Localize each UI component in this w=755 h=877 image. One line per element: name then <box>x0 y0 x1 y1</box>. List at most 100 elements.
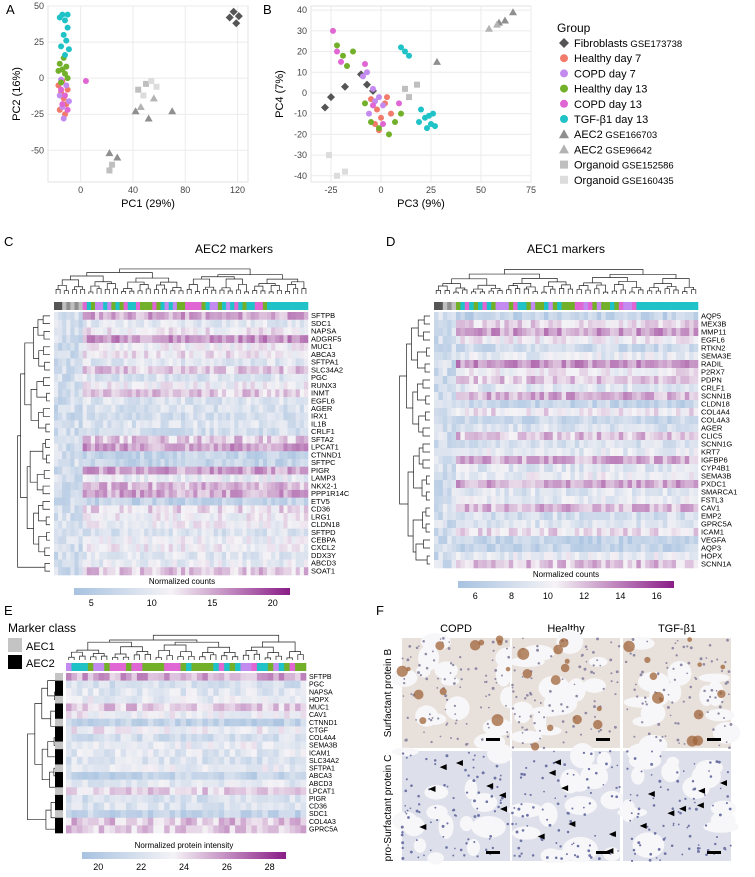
dendrogram-branch <box>194 291 200 294</box>
dendrogram-branch <box>129 290 135 294</box>
heatmap-cell <box>544 432 549 441</box>
heatmap-cell <box>566 472 571 481</box>
heatmap-cell <box>70 381 75 390</box>
heatmap-cell <box>654 336 659 345</box>
heatmap-cell <box>103 358 108 367</box>
heatmap-cell <box>649 520 655 529</box>
heatmap-cell <box>535 392 540 401</box>
heatmap-cell <box>152 327 157 336</box>
heatmap-cell <box>473 552 479 561</box>
heatmap-cell <box>115 505 120 514</box>
heatmap-cell <box>618 320 624 329</box>
dendrogram-branch <box>422 443 430 453</box>
heatmap-cell <box>115 513 120 522</box>
heatmap-cell <box>482 552 488 561</box>
heatmap-cell <box>662 536 668 545</box>
heatmap-cell <box>456 416 461 425</box>
column-annotation <box>111 302 116 310</box>
heatmap-cell <box>78 312 83 321</box>
data-point <box>368 118 374 125</box>
heatmap-cell <box>684 352 690 361</box>
heatmap-cell <box>66 673 72 681</box>
heatmap-cell <box>107 443 112 452</box>
heatmap-cell <box>94 358 100 367</box>
heatmap-cell <box>98 688 105 697</box>
column-annotation <box>217 302 223 310</box>
heatmap-cell <box>482 432 488 441</box>
heatmap-cell <box>58 443 63 452</box>
heatmap-cell <box>684 416 690 425</box>
heatmap-cell <box>164 389 170 398</box>
heatmap-cell <box>107 428 112 437</box>
heatmap-cell <box>473 432 479 441</box>
heatmap-cell <box>689 544 694 553</box>
heatmap-cell <box>185 381 190 390</box>
heatmap-cell <box>127 381 133 390</box>
heatmap-cell <box>632 496 637 505</box>
heatmap-cell <box>58 404 63 413</box>
heatmap-cell <box>508 440 514 449</box>
heatmap-cell <box>442 520 448 529</box>
heatmap-cell <box>610 424 615 433</box>
heatmap-cell <box>456 552 461 561</box>
data-point <box>327 93 335 102</box>
heatmap-cell <box>530 416 536 425</box>
colorbar-title: Normalized counts <box>533 570 599 579</box>
heatmap-cell <box>566 416 571 425</box>
heatmap-cell <box>115 474 120 483</box>
heatmap-cell <box>544 376 549 385</box>
heatmap-cell <box>54 342 59 351</box>
dendrogram-branch <box>145 288 151 294</box>
heatmap-cell <box>164 695 170 704</box>
heatmap-cell <box>495 560 501 569</box>
heatmap-cell <box>94 428 100 437</box>
heatmap-cell <box>486 496 492 505</box>
heatmap-cell <box>684 528 690 537</box>
heatmap-cell <box>71 711 78 720</box>
heatmap-cell <box>197 513 202 522</box>
heatmap-cell <box>160 404 165 413</box>
heatmap-cell <box>207 680 214 689</box>
heatmap-cell <box>460 320 466 329</box>
heatmap-cell <box>197 350 202 359</box>
heatmap-cell <box>99 466 104 475</box>
heatmap-cell <box>78 458 83 468</box>
heatmap-cell <box>473 312 479 321</box>
heatmap-cell <box>181 335 186 344</box>
heatmap-cell <box>676 456 681 465</box>
heatmap-cell <box>176 373 182 382</box>
heatmap-cell <box>185 335 190 344</box>
heatmap-cell <box>156 505 161 514</box>
heatmap-cell <box>217 520 223 529</box>
heatmap-cell <box>111 536 116 545</box>
heatmap-cell <box>201 366 206 375</box>
heatmap-cell <box>250 397 256 406</box>
column-annotation <box>235 663 241 671</box>
column-annotation <box>271 302 276 310</box>
heatmap-cell <box>164 420 170 429</box>
heatmap-cell <box>495 400 501 409</box>
heatmap-cell <box>442 552 448 561</box>
heatmap-cell <box>254 327 260 336</box>
heatmap-cell <box>456 432 461 441</box>
heatmap-cell <box>267 482 272 491</box>
heatmap-cell <box>486 400 492 409</box>
heatmap-cell <box>54 474 59 483</box>
heatmap-cell <box>601 352 606 361</box>
heatmap-cell <box>447 360 452 369</box>
heatmap-cell <box>303 528 309 537</box>
data-point <box>136 102 145 110</box>
heatmap-cell <box>640 480 646 489</box>
heatmap-cell <box>58 389 63 398</box>
heatmap-cell <box>158 673 165 681</box>
column-annotation <box>104 663 110 671</box>
heatmap-cell <box>614 560 620 569</box>
heatmap-cell <box>54 536 59 545</box>
heatmap-cell <box>107 358 112 367</box>
heatmap-cell <box>500 456 505 465</box>
heatmap-cell <box>196 680 203 689</box>
heatmap-cell <box>127 466 133 475</box>
heatmap-cell <box>517 320 523 329</box>
heatmap-cell <box>658 328 664 337</box>
heatmap-cell <box>221 520 227 529</box>
